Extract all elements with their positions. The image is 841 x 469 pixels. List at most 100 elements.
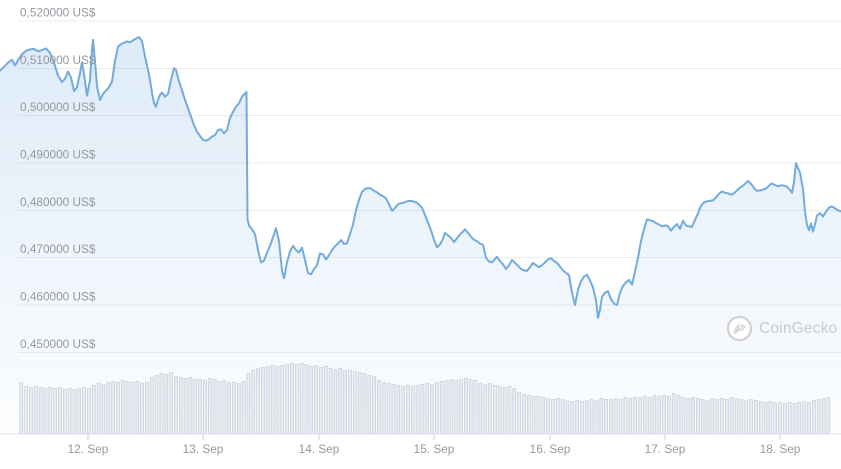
volume-bar xyxy=(338,368,343,434)
volume-bar xyxy=(265,366,270,434)
x-axis-label: 15. Sep xyxy=(414,442,455,456)
volume-bar xyxy=(140,383,145,434)
volume-bar xyxy=(145,382,149,434)
volume-bar xyxy=(439,381,444,434)
volume-bar xyxy=(323,366,328,434)
y-axis-label: 0,480000 US$ xyxy=(20,195,96,209)
volume-bar xyxy=(130,382,135,434)
volume-bar xyxy=(754,400,758,434)
volume-bar xyxy=(33,386,38,434)
coingecko-logo-icon xyxy=(726,315,753,342)
volume-bar xyxy=(53,388,58,434)
coingecko-watermark-text: CoinGecko xyxy=(759,319,838,337)
volume-bar xyxy=(183,378,188,434)
volume-bar xyxy=(207,378,212,434)
volume-bar xyxy=(700,399,705,434)
volume-bar xyxy=(425,383,430,434)
volume-bar xyxy=(386,383,391,434)
volume-bar xyxy=(536,396,541,434)
volume-bar xyxy=(304,364,309,434)
volume-bar xyxy=(473,380,478,434)
volume-bar xyxy=(232,382,236,434)
volume-bar xyxy=(642,396,647,434)
volume-bar xyxy=(710,398,715,434)
volume-bar xyxy=(188,377,193,434)
volume-bar xyxy=(821,398,826,434)
volume-bar xyxy=(807,402,811,434)
volume-bar xyxy=(377,380,381,434)
volume-bar xyxy=(584,400,589,434)
volume-bar xyxy=(62,389,67,434)
volume-bar xyxy=(174,376,178,434)
volume-bar xyxy=(483,384,488,434)
price-line xyxy=(0,36,841,319)
volume-bar xyxy=(241,381,246,434)
volume-bar xyxy=(778,402,782,434)
volume-bar xyxy=(618,399,623,434)
volume-bar xyxy=(285,364,290,434)
volume-bar xyxy=(101,384,106,434)
volume-bar xyxy=(686,398,691,434)
volume-bar xyxy=(396,385,401,434)
volume-bar xyxy=(580,401,584,434)
volume-bar xyxy=(415,385,420,434)
volume-bar xyxy=(43,388,48,434)
volume-bar xyxy=(116,382,120,434)
volume-bar xyxy=(270,365,275,434)
volume-bar xyxy=(91,385,96,434)
volume-bar xyxy=(309,366,314,434)
volume-bar xyxy=(691,397,695,434)
volume-bar xyxy=(125,381,130,434)
volume-bar xyxy=(251,370,256,434)
volume-bar xyxy=(164,374,169,434)
y-axis-labels: 0,520000 US$ 0,510000 US$ 0,500000 US$ 0,49… xyxy=(20,6,96,351)
volume-bar xyxy=(348,370,352,434)
volume-bar xyxy=(758,401,763,434)
volume-bar xyxy=(676,395,681,434)
volume-bar xyxy=(517,392,521,434)
volume-bar xyxy=(662,395,666,434)
volume-bar xyxy=(773,402,778,434)
volume-bar xyxy=(464,378,468,434)
volume-bar xyxy=(367,375,372,434)
y-axis-label: 0,520000 US$ xyxy=(20,6,96,20)
volume-bar xyxy=(227,382,232,434)
volume-bar xyxy=(29,387,33,434)
volume-bar xyxy=(135,381,140,434)
volume-bar xyxy=(657,396,662,434)
volume-bar xyxy=(290,363,294,434)
volume-bar xyxy=(468,379,473,434)
volume-bar xyxy=(507,386,512,434)
volume-bar xyxy=(319,367,323,434)
volume-bar xyxy=(512,388,517,434)
volume-bar xyxy=(328,368,333,434)
volume-bar xyxy=(768,401,773,434)
volume-bar xyxy=(763,402,768,434)
volume-bar xyxy=(48,387,53,434)
volume-bar xyxy=(159,373,164,434)
volume-bar xyxy=(372,376,377,434)
volume-bar xyxy=(628,398,633,434)
volume-bar xyxy=(787,402,792,434)
volume-bar xyxy=(599,398,604,434)
volume-bar xyxy=(406,385,410,434)
volume-bar xyxy=(401,386,406,434)
volume-bar xyxy=(96,383,101,434)
volume-bar xyxy=(720,398,724,434)
volume-bar xyxy=(299,363,304,434)
volume-bar xyxy=(391,384,396,434)
volume-bar xyxy=(314,365,319,434)
volume-bar xyxy=(604,399,608,434)
volume-bar xyxy=(77,388,82,434)
volume-bar xyxy=(589,399,594,434)
x-axis-ticks xyxy=(87,434,781,440)
volume-bar xyxy=(633,397,637,434)
volume-bar xyxy=(410,386,415,434)
volume-bar xyxy=(246,373,251,434)
volume-bar xyxy=(522,394,526,434)
volume-bar xyxy=(149,377,154,434)
volume-bar xyxy=(203,380,207,434)
y-axis-label: 0,450000 US$ xyxy=(20,337,96,351)
